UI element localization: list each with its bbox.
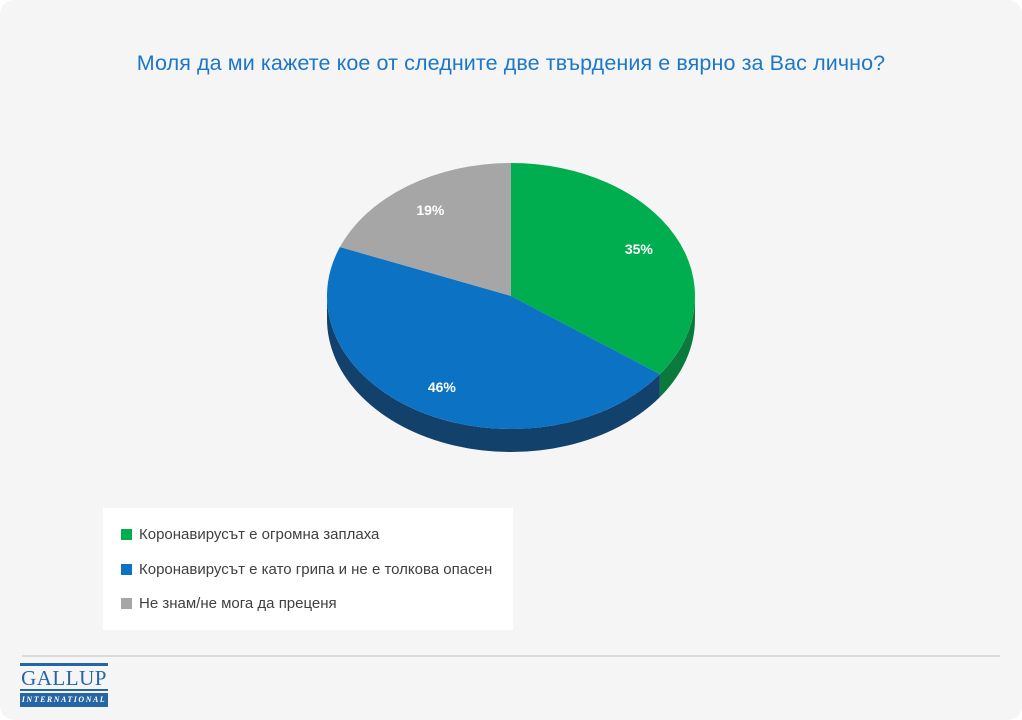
pie-slice <box>339 163 511 296</box>
legend-label: Не знам/не мога да преценя <box>139 595 337 613</box>
legend-swatch-green <box>121 528 132 540</box>
pie-slice-side <box>659 296 695 398</box>
legend-item: Не знам/не мога да преценя <box>121 595 513 612</box>
logo-rule <box>20 689 108 691</box>
chart-title: Моля да ми кажете кое от следните две тв… <box>136 51 886 75</box>
gallup-logo: GALLUP INTERNATIONAL <box>20 663 108 707</box>
footer-divider <box>22 655 1000 657</box>
legend-swatch-blue <box>121 563 132 575</box>
legend-item: Коронавирусът е огромна заплаха <box>121 526 513 543</box>
legend: Коронавирусът е огромна заплаха Коронави… <box>103 508 513 630</box>
logo-top-bar <box>20 663 108 666</box>
legend-label: Коронавирусът е като грипа и не е толков… <box>139 560 493 578</box>
legend-label: Коронавирусът е огромна заплаха <box>139 525 380 543</box>
slice-value-label: 19% <box>416 202 445 218</box>
slice-value-label: 35% <box>625 241 654 257</box>
slice-value-label: 46% <box>428 379 457 395</box>
pie-slice <box>326 247 660 430</box>
pie-slice <box>511 163 695 375</box>
logo-wordmark: GALLUP <box>21 666 107 690</box>
logo-subtitle: INTERNATIONAL <box>20 693 108 707</box>
legend-swatch-gray <box>121 598 132 610</box>
pie-slice-side <box>327 296 660 452</box>
legend-item: Коронавирусът е като грипа и не е толков… <box>121 561 513 578</box>
